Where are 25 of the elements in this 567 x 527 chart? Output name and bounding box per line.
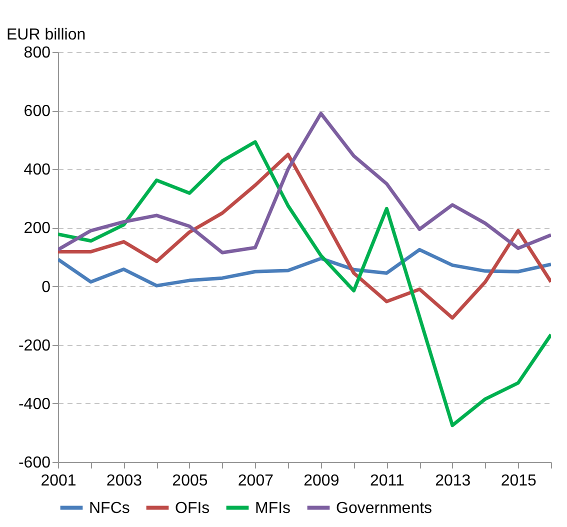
line-series: [58, 152, 551, 320]
y-tick-label: -400: [18, 396, 51, 413]
line-series: [58, 248, 551, 288]
line-series: [58, 140, 551, 428]
y-tick-label: 600: [24, 103, 51, 120]
legend-label: NFCs: [89, 500, 130, 517]
y-tick-label: -600: [18, 454, 51, 472]
y-tick-label: -200: [18, 337, 51, 354]
y-axis-title: EUR billion: [6, 26, 86, 44]
y-tick-label: 200: [24, 220, 51, 238]
legend-label: Governments: [336, 500, 432, 517]
x-tick-label: 2013: [435, 472, 471, 490]
legend-label: MFIs: [255, 500, 291, 517]
x-tick-label: 2005: [172, 472, 208, 490]
x-tick-label: 2001: [40, 472, 76, 490]
x-tick-label: 2003: [106, 472, 142, 490]
x-tick-label: 2015: [500, 472, 537, 490]
x-tick-label: 2009: [304, 472, 340, 490]
y-tick-label: 0: [42, 278, 51, 296]
y-tick-label: 800: [24, 44, 51, 62]
x-tick-label: 2007: [238, 472, 274, 490]
legend-label: OFIs: [175, 500, 210, 517]
x-tick-label: 2011: [370, 472, 404, 490]
y-tick-label: 400: [24, 162, 51, 179]
line-series: [58, 112, 551, 254]
